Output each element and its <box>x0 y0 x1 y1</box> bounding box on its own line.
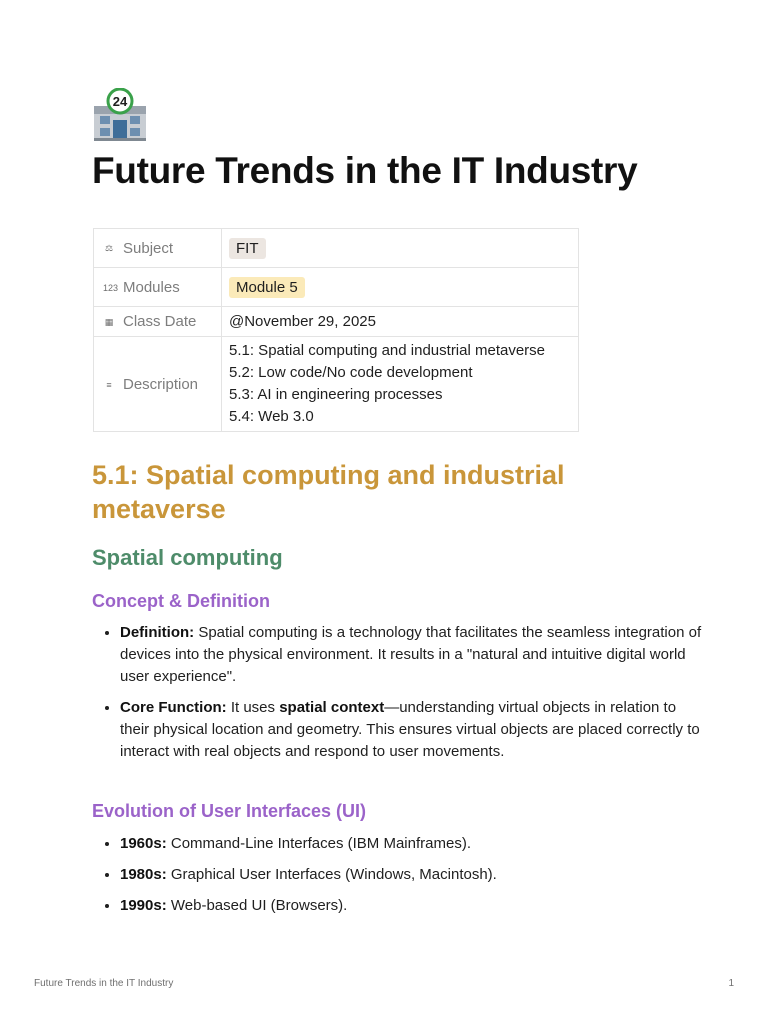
property-key: ▦ Class Date <box>93 306 222 337</box>
bold-term: Definition: <box>120 624 195 641</box>
convenience-store-24-emoji: 24 <box>94 88 146 141</box>
description-line: 5.2: Low code/No code development <box>229 364 473 381</box>
list-text: Spatial computing is a technology that f… <box>120 624 702 685</box>
text-lines-icon: ≡ <box>106 379 112 390</box>
description-line: 5.1: Spatial computing and industrial me… <box>229 342 546 359</box>
description-line: 5.3: AI in engineering processes <box>229 386 443 403</box>
property-row-description: ≡ Description 5.1: Spatial computing and … <box>93 336 579 432</box>
list-text: —understanding virtual objects in relati… <box>120 699 700 760</box>
property-value[interactable]: Module 5 <box>221 267 579 307</box>
evolution-list: 1960s: Command-Line Interfaces (IBM Main… <box>92 833 708 926</box>
list-item: 1960s: Command-Line Interfaces (IBM Main… <box>120 833 708 855</box>
bold-term: 1980s: <box>120 866 167 883</box>
calendar-icon: ▦ <box>104 316 114 327</box>
list-text: It uses <box>226 699 280 716</box>
property-key: ≡ Description <box>93 336 222 432</box>
list-item: 1980s: Graphical User Interfaces (Window… <box>120 864 708 886</box>
property-row-subject: ⚖ Subject FIT <box>93 228 579 268</box>
bold-term: Core Function: <box>120 699 227 716</box>
property-row-class-date: ▦ Class Date @November 29, 2025 <box>93 306 579 337</box>
property-row-modules: 123 Modules Module 5 <box>93 267 579 307</box>
concept-list: Definition: Spatial computing is a techn… <box>92 622 708 772</box>
property-key: ⚖ Subject <box>93 228 222 268</box>
page-title: Future Trends in the IT Industry <box>92 150 638 191</box>
footer-title: Future Trends in the IT Industry <box>34 978 174 989</box>
subject-tag[interactable]: FIT <box>229 237 266 259</box>
concept-heading: Concept & Definition <box>92 591 270 611</box>
list-text: Command-Line Interfaces (IBM Mainframes)… <box>166 835 471 852</box>
property-label: Class Date <box>123 313 197 330</box>
properties-table: ⚖ Subject FIT 123 Modules Module 5 ▦ Class … <box>93 228 579 432</box>
property-key: 123 Modules <box>93 267 222 307</box>
list-text: Web-based UI (Browsers). <box>166 897 348 914</box>
class-date-value[interactable]: @November 29, 2025 <box>221 306 579 337</box>
bold-term: 1960s: <box>120 835 167 852</box>
module-tag[interactable]: Module 5 <box>229 276 305 298</box>
description-value[interactable]: 5.1: Spatial computing and industrial me… <box>221 336 579 432</box>
property-label: Description <box>123 375 199 393</box>
property-label: Subject <box>123 239 174 257</box>
footer-page-number: 1 <box>728 978 734 989</box>
scales-icon: ⚖ <box>104 243 114 254</box>
description-line: 5.4: Web 3.0 <box>229 408 314 425</box>
sub-heading: Spatial computing <box>92 545 283 570</box>
list-item: Core Function: It uses spatial context—u… <box>120 697 708 763</box>
property-label: Modules <box>123 278 180 296</box>
list-item: Definition: Spatial computing is a techn… <box>120 622 708 688</box>
section-heading: 5.1: Spatial computing and industrial me… <box>92 460 565 524</box>
bold-term: spatial context <box>279 699 385 716</box>
list-text: Graphical User Interfaces (Windows, Maci… <box>166 866 497 883</box>
evolution-heading: Evolution of User Interfaces (UI) <box>92 801 367 821</box>
svg-text:24: 24 <box>113 94 128 109</box>
123-icon: 123 <box>103 282 119 293</box>
list-item: 1990s: Web-based UI (Browsers). <box>120 895 708 917</box>
bold-term: 1990s: <box>120 897 167 914</box>
property-value[interactable]: FIT <box>221 228 579 268</box>
